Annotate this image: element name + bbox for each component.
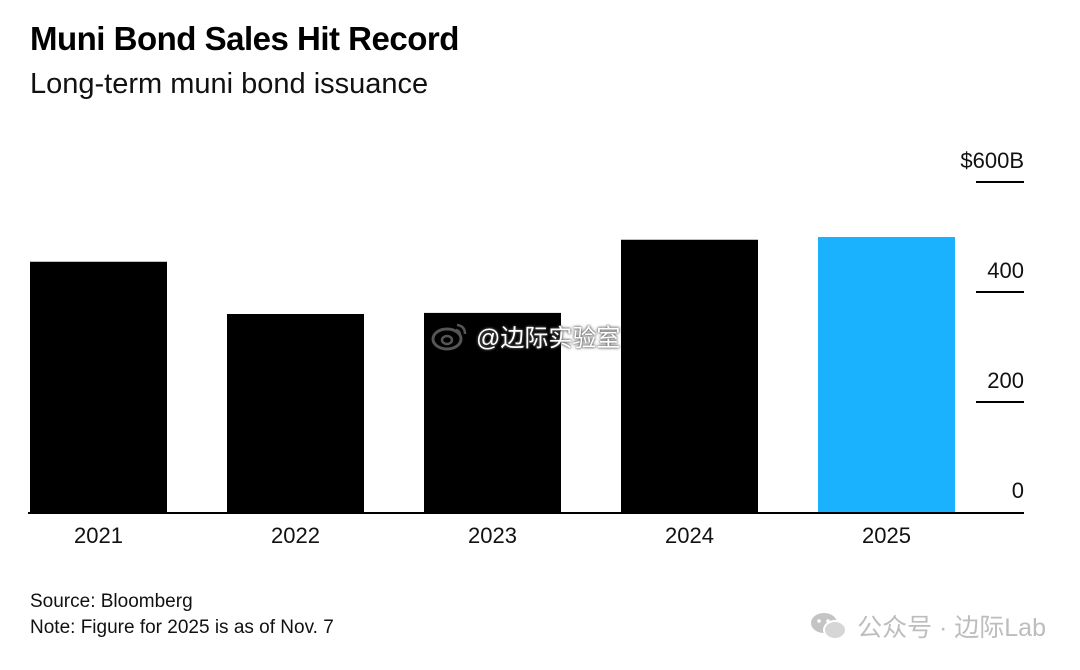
y-tick-label: 400 xyxy=(987,258,1024,283)
chart-subtitle: Long-term muni bond issuance xyxy=(30,68,429,100)
watermark-center-text: @边际实验室 xyxy=(476,325,621,352)
bar-2021 xyxy=(30,261,167,512)
footnote: Note: Figure for 2025 is as of Nov. 7 xyxy=(30,617,334,638)
x-tick-label: 2021 xyxy=(74,523,123,548)
x-tick-label: 2024 xyxy=(665,523,714,548)
bar-2025 xyxy=(818,237,955,512)
watermark-bottom-text: 公众号 · 边际Lab xyxy=(857,614,1046,642)
watermark-bottom: 公众号 · 边际Lab xyxy=(809,608,1046,644)
y-tick-label: 200 xyxy=(987,368,1024,393)
y-tick-label: $600B xyxy=(960,148,1024,173)
x-tick-label: 2025 xyxy=(862,523,911,548)
watermark-center: @边际实验室 xyxy=(430,318,620,353)
y-tick-label: 0 xyxy=(1012,478,1024,503)
source-note: Source: Bloomberg xyxy=(30,591,193,612)
x-tick-label: 2022 xyxy=(271,523,320,548)
weibo-icon xyxy=(431,323,467,350)
wechat-icon xyxy=(811,613,848,640)
bar-2022 xyxy=(227,314,364,512)
chart-title: Muni Bond Sales Hit Record xyxy=(30,20,459,57)
bar-2024 xyxy=(621,239,758,512)
bar-2023 xyxy=(424,312,561,512)
x-tick-label: 2023 xyxy=(468,523,517,548)
